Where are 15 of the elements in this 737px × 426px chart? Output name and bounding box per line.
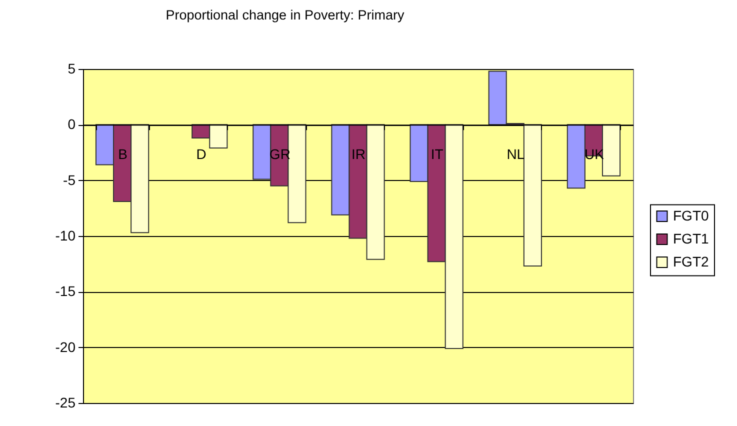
y-tick-label: -5: [63, 172, 76, 188]
y-tick-label: -10: [55, 228, 76, 244]
legend-label: FGT2: [673, 253, 709, 270]
x-tick-label: B: [118, 146, 128, 162]
y-tick-label: 5: [68, 60, 76, 76]
legend-label: FGT0: [673, 207, 709, 224]
y-tick-label: -20: [55, 338, 76, 355]
x-tick-label: IT: [430, 146, 444, 162]
y-tick-label: -15: [55, 283, 76, 300]
x-tick-label: IR: [352, 146, 366, 162]
y-tick-label: 0: [68, 116, 76, 132]
chart-title: Proportional change in Poverty: Primary: [166, 8, 405, 22]
legend-label: FGT1: [673, 230, 709, 246]
y-tick-label: -25: [55, 394, 76, 410]
x-tick-label: D: [196, 146, 206, 162]
